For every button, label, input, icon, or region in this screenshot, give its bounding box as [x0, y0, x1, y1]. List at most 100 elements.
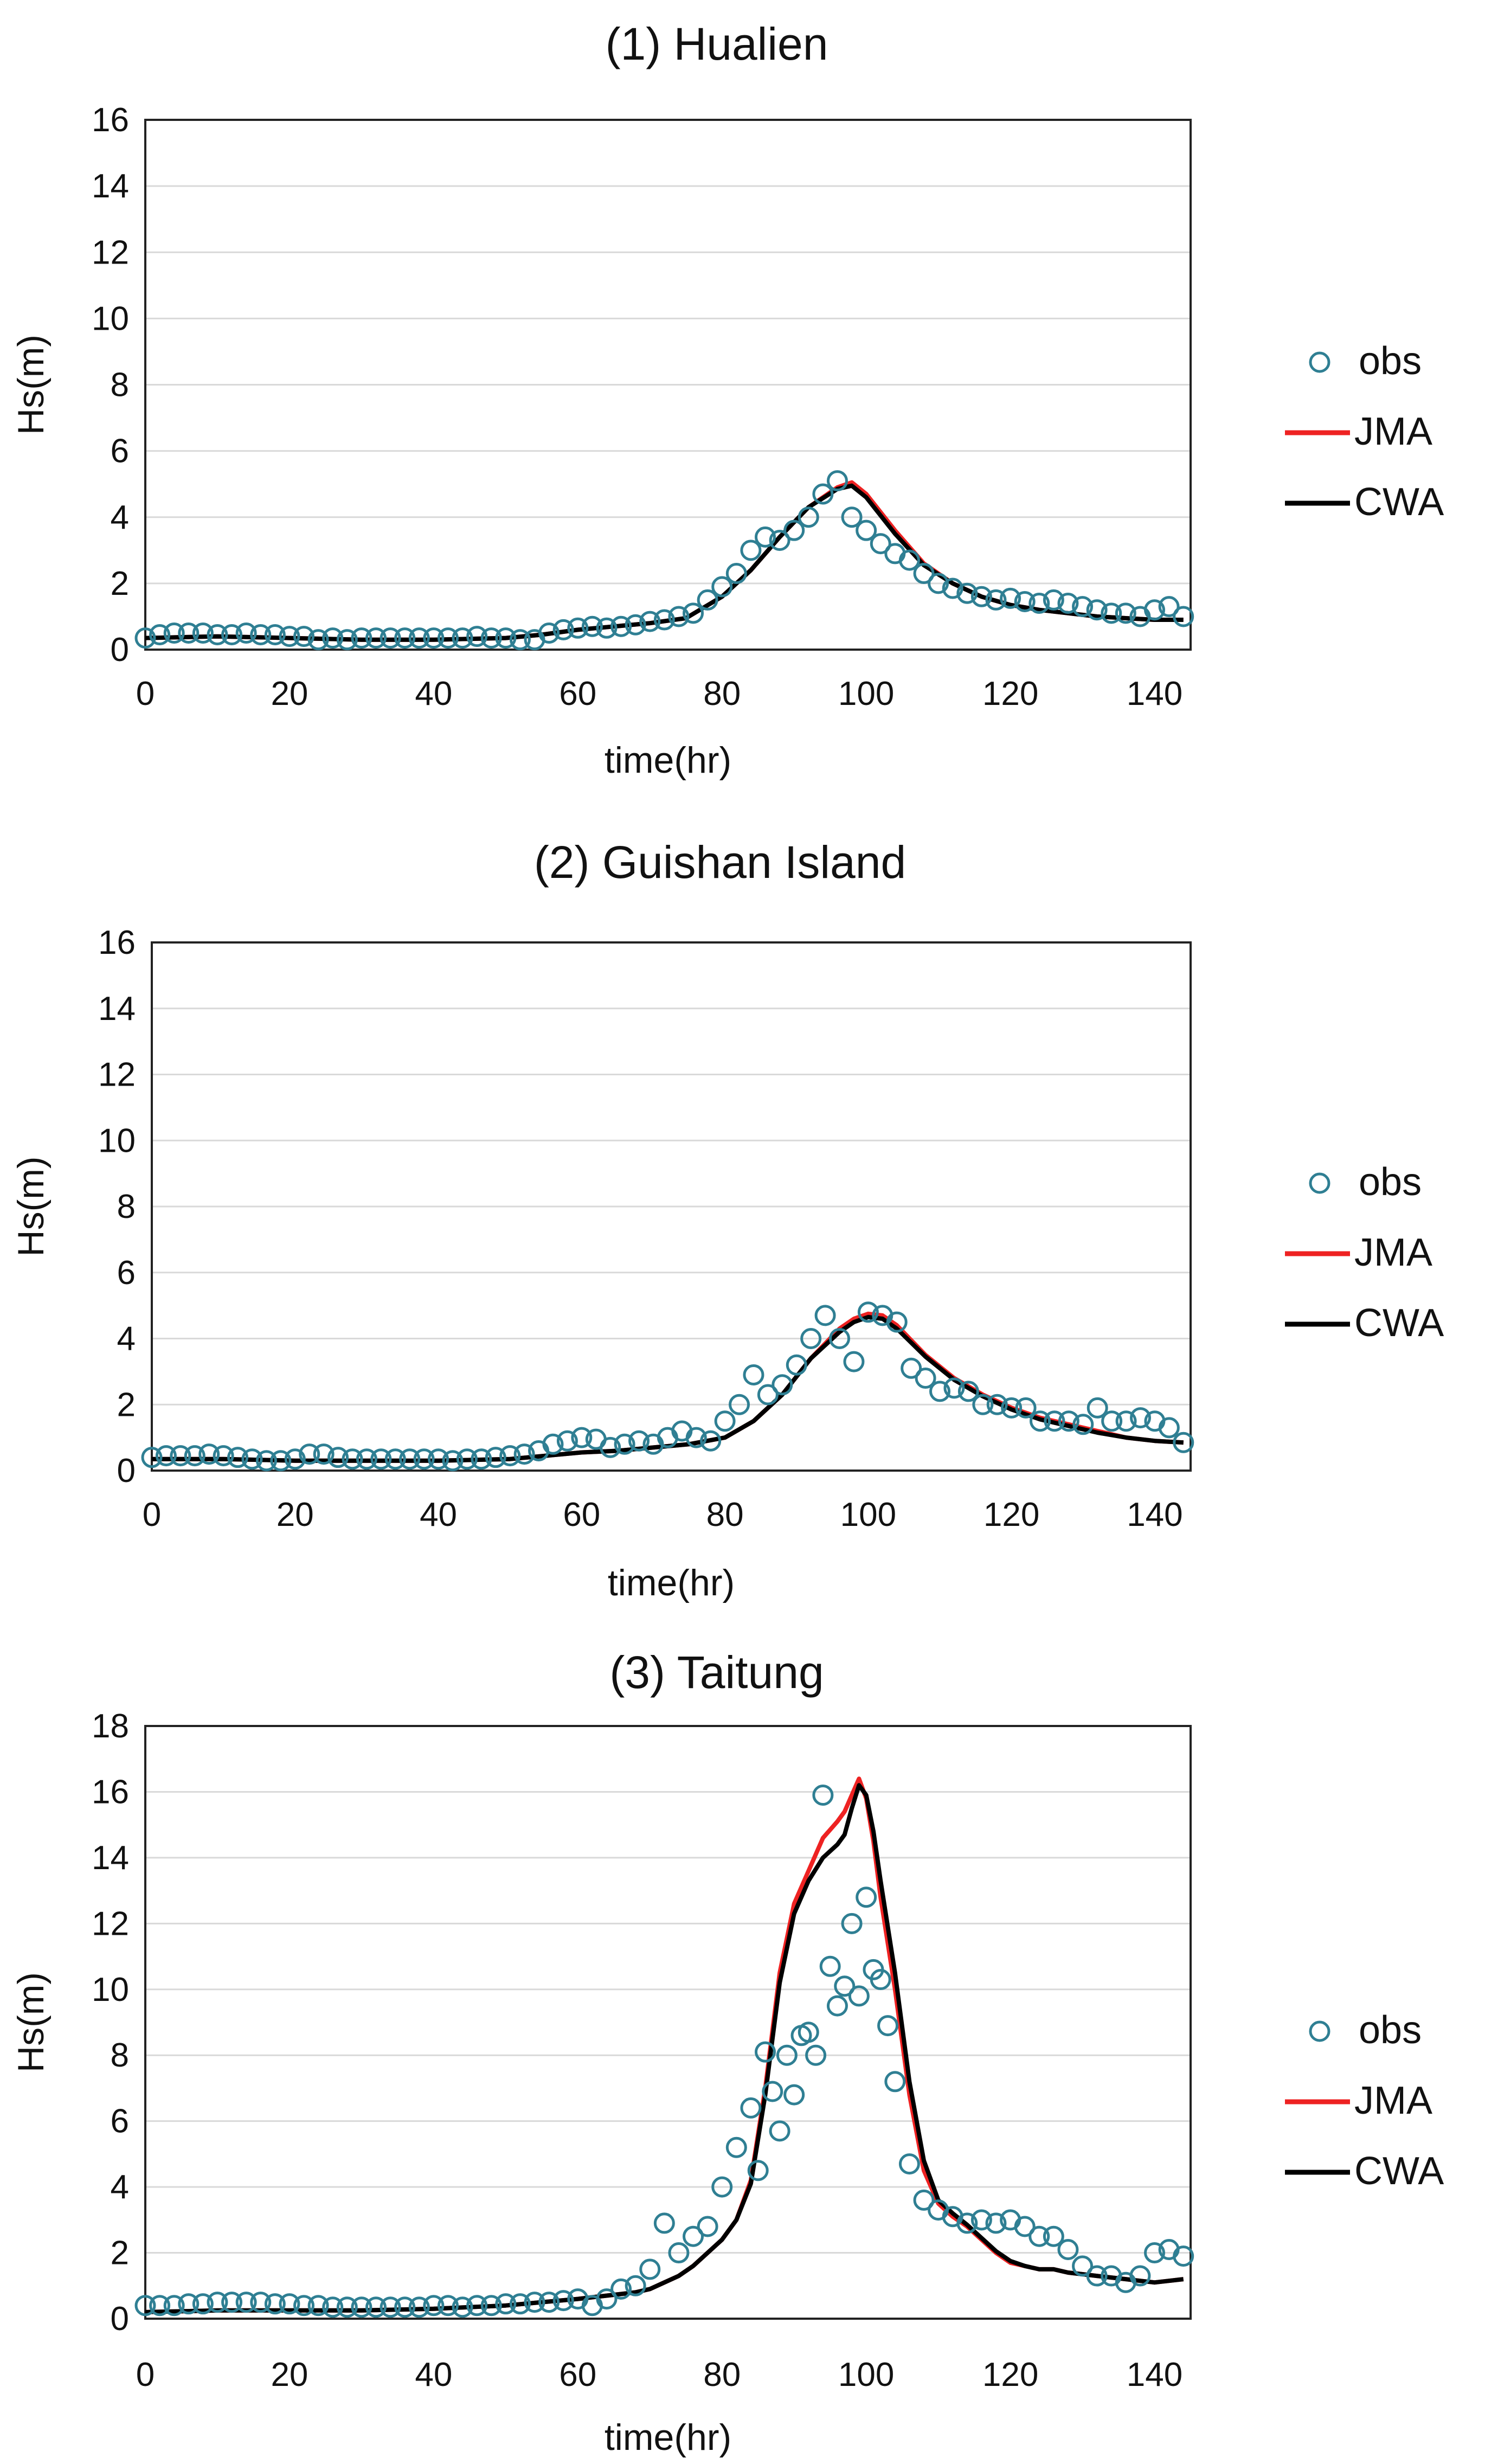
obs-point [207, 2292, 228, 2313]
obs-point [336, 2296, 358, 2318]
obs-point [1014, 591, 1036, 612]
obs-point [198, 1443, 220, 1465]
x-tick-label: 20 [277, 1496, 314, 1533]
obs-point [829, 1328, 851, 1349]
obs-point [384, 1448, 406, 1470]
obs-point [495, 2293, 517, 2315]
obs-point [149, 2295, 171, 2317]
obs-point [841, 506, 863, 528]
obs-point [1173, 1432, 1194, 1453]
legend-cwa-label: CWA [1354, 2149, 1444, 2193]
obs-point [986, 1394, 1008, 1415]
y-tick-label: 16 [98, 924, 136, 961]
obs-point [221, 624, 243, 646]
obs-point [884, 2071, 906, 2093]
obs-point [284, 1448, 306, 1470]
obs-point [783, 519, 805, 541]
obs-point [747, 2160, 769, 2181]
obs-point [255, 1450, 277, 1472]
obs-point [757, 1384, 779, 1406]
obs-point [1044, 1410, 1065, 1432]
chart-svg: (1) Hualien 0 2 4 6 8 10 12 14 16 0 20 40 60 80 100 120 1… [10, 18, 1444, 781]
obs-point [423, 627, 445, 649]
obs-point [769, 2120, 790, 2142]
obs-point [814, 1305, 836, 1326]
obs-point [471, 1448, 492, 1470]
obs-point [313, 1443, 335, 1465]
obs-point [1173, 606, 1194, 627]
obs-point [805, 2044, 827, 2066]
obs-point [898, 549, 920, 571]
obs-point [552, 619, 574, 640]
obs-point [826, 470, 848, 492]
obs-point [365, 627, 387, 649]
obs-point [596, 617, 618, 639]
y-tick-label: 14 [92, 1839, 129, 1877]
obs-point [729, 1394, 750, 1415]
obs-point [466, 626, 488, 647]
obs-point [279, 2293, 300, 2315]
obs-point [480, 627, 502, 649]
obs-point [740, 2097, 762, 2119]
obs-point [524, 2292, 545, 2313]
obs-point [928, 573, 949, 594]
series-line-cwa [145, 483, 1184, 642]
obs-point [279, 626, 300, 647]
chart-panel-guishan-island: (2) Guishan Island 0 2 4 6 8 10 12 14 16 0 20 40 60 80… [0, 821, 1485, 1642]
obs-point [351, 2296, 372, 2318]
obs-point [509, 2293, 531, 2315]
obs-point [542, 1433, 564, 1455]
obs-point [812, 1785, 834, 1806]
obs-point [957, 1381, 979, 1402]
series-line-jma [145, 480, 1184, 642]
obs-point [170, 1445, 191, 1467]
obs-point [235, 622, 257, 644]
chart-svg: (3) Taitung 0 2 4 6 8 10 12 14 16 18 0 20 40 60 80 100 12… [10, 1647, 1444, 2458]
obs-point [683, 602, 704, 624]
obs-point [552, 2290, 574, 2312]
obs-point [819, 1955, 841, 1977]
obs-point [192, 2293, 214, 2315]
obs-point [307, 629, 329, 651]
obs-point [241, 1448, 263, 1470]
obs-point [250, 2292, 272, 2313]
x-axis-label: time(hr) [605, 2417, 731, 2458]
chart-title: (1) Hualien [606, 18, 828, 69]
y-tick-label: 8 [111, 2037, 129, 2074]
obs-point [772, 1374, 793, 1396]
obs-point [1158, 1417, 1180, 1439]
obs-point [293, 626, 315, 647]
obs-point [413, 1448, 435, 1470]
obs-point [1043, 589, 1064, 611]
obs-point [1015, 1397, 1037, 1419]
obs-point [380, 627, 401, 649]
obs-point [755, 2041, 776, 2063]
legend-jma-label: JMA [1354, 2079, 1432, 2122]
y-tick-label: 0 [111, 631, 129, 669]
legend-cwa-label: CWA [1354, 1301, 1444, 1345]
obs-point [614, 1433, 635, 1455]
obs-point [877, 2015, 899, 2037]
obs-point [886, 1311, 908, 1333]
obs-point [155, 1445, 177, 1467]
obs-point [141, 1447, 163, 1468]
obs-point [538, 2292, 560, 2313]
obs-point [581, 615, 603, 637]
x-tick-label: 40 [420, 1496, 457, 1533]
x-tick-label: 80 [703, 675, 741, 713]
obs-point [556, 1430, 578, 1452]
obs-point [207, 624, 228, 646]
x-tick-label: 140 [1127, 675, 1182, 713]
obs-point [408, 2296, 430, 2318]
obs-point [499, 1445, 521, 1467]
obs-point [163, 622, 185, 644]
legend-jma-label: JMA [1354, 410, 1432, 453]
x-axis-label: time(hr) [608, 1562, 735, 1603]
obs-point [942, 578, 963, 599]
obs-point [956, 2212, 978, 2234]
obs-point [625, 614, 646, 636]
obs-point [466, 2295, 488, 2317]
obs-point [178, 2293, 200, 2315]
obs-point [134, 2295, 156, 2317]
x-tick-label: 0 [136, 2356, 155, 2394]
